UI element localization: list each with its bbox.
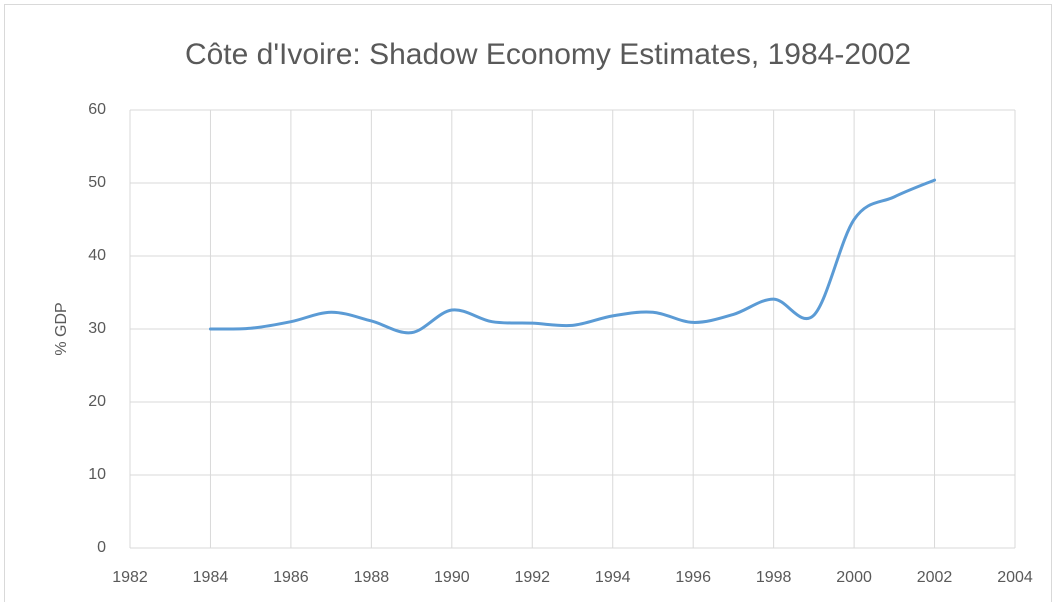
chart-title: Côte d'Ivoire: Shadow Economy Estimates,… (185, 38, 911, 71)
x-tick-label: 2004 (997, 569, 1033, 586)
x-tick-label: 1998 (756, 569, 792, 586)
y-tick-label: 20 (88, 393, 106, 410)
y-tick-label: 60 (88, 101, 106, 118)
y-tick-label: 10 (88, 466, 106, 483)
x-tick-label: 1982 (112, 569, 148, 586)
y-tick-label: 30 (88, 320, 106, 337)
x-tick-label: 1990 (434, 569, 470, 586)
x-tick-label: 1996 (675, 569, 711, 586)
x-tick-label: 2002 (917, 569, 953, 586)
x-tick-label: 1992 (514, 569, 550, 586)
x-tick-label: 1994 (595, 569, 631, 586)
x-tick-label: 1984 (193, 569, 229, 586)
y-tick-label: 0 (97, 539, 106, 556)
x-tick-label: 1988 (354, 569, 390, 586)
y-tick-label: 40 (88, 247, 106, 264)
x-tick-label: 1986 (273, 569, 309, 586)
x-tick-label: 2000 (836, 569, 872, 586)
data-line (208, 178, 937, 335)
y-axis-label: % GDP (53, 302, 70, 355)
y-tick-label: 50 (88, 174, 106, 191)
chart-frame (4, 4, 1052, 602)
